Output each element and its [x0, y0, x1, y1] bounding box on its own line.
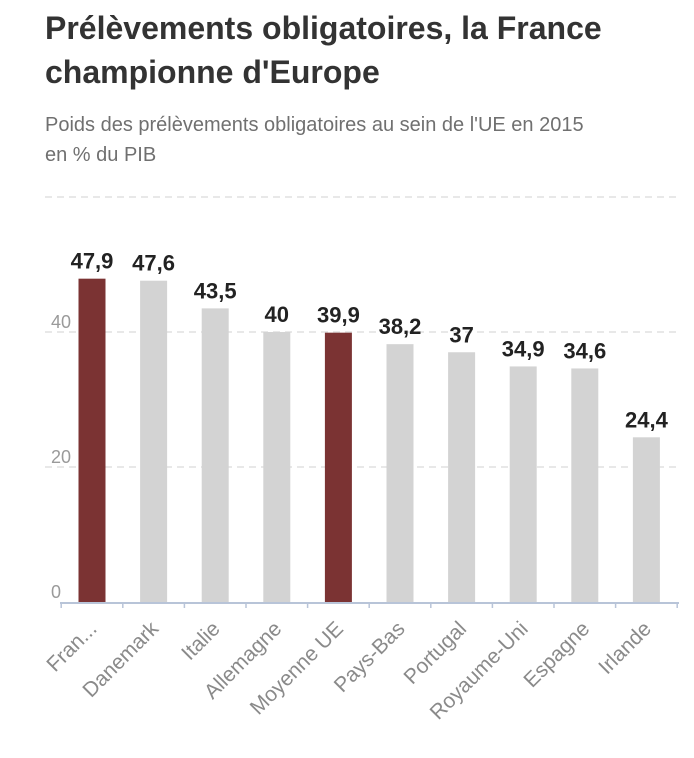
x-tick-label: Italie: [177, 617, 225, 665]
bar: [201, 308, 229, 602]
value-label: 34,6: [563, 338, 606, 363]
value-label: 38,2: [379, 314, 422, 339]
value-label: 34,9: [502, 336, 545, 361]
chart-title: Prélèvements obligatoires, la France cha…: [45, 10, 602, 90]
value-label: 47,9: [71, 249, 114, 274]
chart-subtitle: Poids des prélèvements obligatoires au s…: [45, 114, 584, 166]
y-tick-label: 0: [51, 582, 61, 602]
bar: [386, 344, 414, 602]
bar: [78, 278, 106, 602]
bar: [324, 332, 352, 602]
value-label: 39,9: [317, 303, 360, 328]
value-label: 47,6: [132, 251, 175, 276]
value-label: 37: [449, 322, 473, 347]
bar: [448, 352, 476, 602]
x-tick-label: Fran...: [42, 617, 101, 676]
bar: [632, 437, 660, 602]
value-label: 24,4: [625, 407, 669, 432]
bar: [509, 366, 537, 602]
value-label: 40: [265, 302, 289, 327]
bar: [140, 280, 168, 602]
y-tick-label: 20: [51, 447, 71, 467]
bar: [263, 332, 291, 602]
x-tick-label: Espagne: [519, 617, 594, 692]
value-label: 43,5: [194, 278, 237, 303]
bar: [571, 368, 599, 602]
x-tick-label: Irlande: [594, 617, 656, 679]
y-tick-label: 40: [51, 312, 71, 332]
